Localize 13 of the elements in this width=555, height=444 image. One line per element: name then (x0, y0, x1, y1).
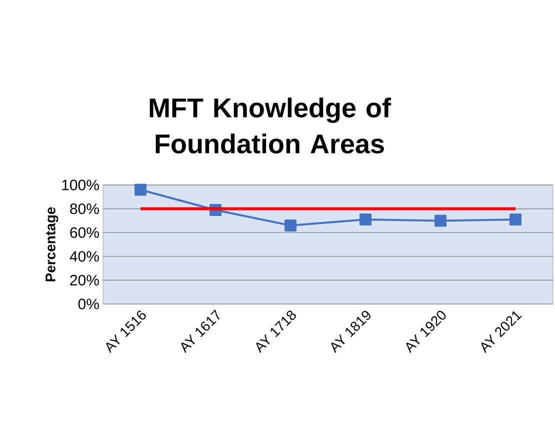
chart-title: MFT Knowledge of Foundation Areas (150, 98, 392, 154)
y-tick-label: 40% (70, 251, 99, 262)
y-tick-label: 100% (62, 180, 99, 190)
y-tick-label: 80% (70, 203, 99, 214)
point (360, 214, 372, 226)
point (509, 214, 522, 226)
y-tick-label: 20% (70, 274, 99, 286)
y-axis-title: Percentage (46, 207, 58, 282)
point (134, 184, 147, 196)
y-tick-label: 60% (70, 227, 99, 238)
y-tick-label: 0% (78, 298, 99, 310)
point (284, 219, 296, 232)
point (434, 214, 446, 227)
